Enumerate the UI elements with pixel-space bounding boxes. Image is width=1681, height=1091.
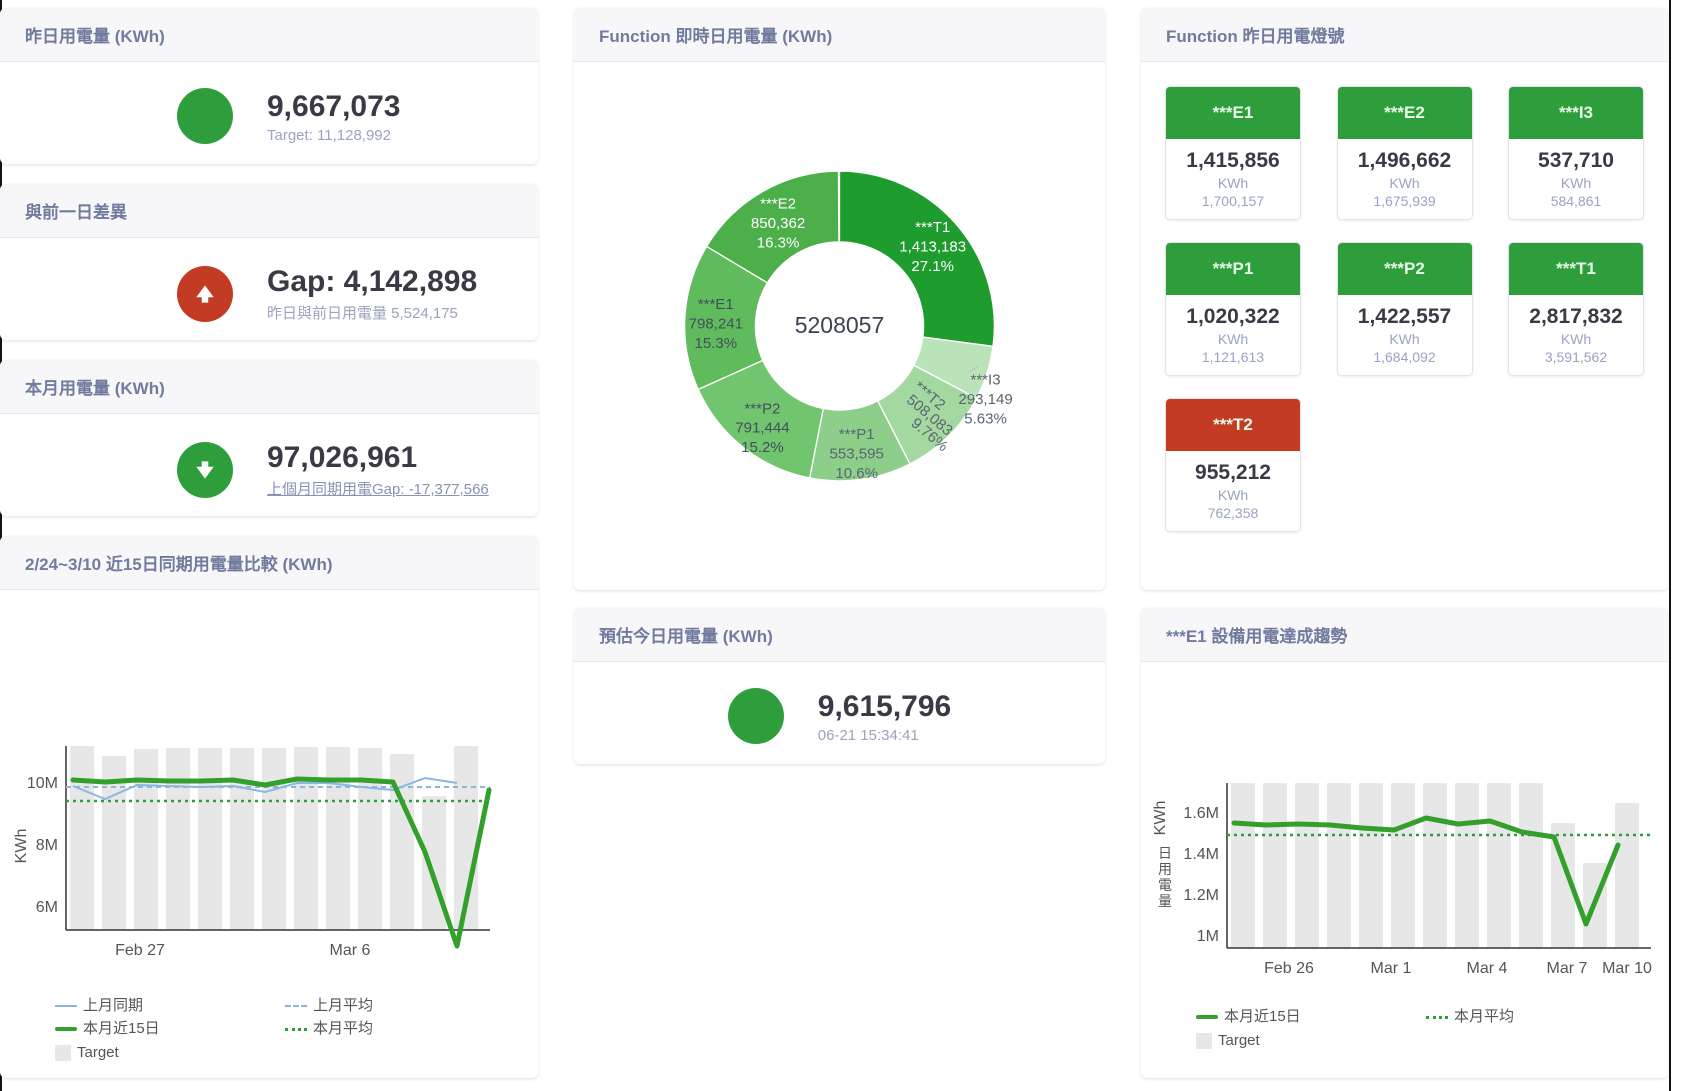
svg-text:8M: 8M — [36, 837, 58, 854]
svg-text:***E2: ***E2 — [760, 196, 796, 213]
svg-text:553,595: 553,595 — [829, 445, 883, 462]
svg-text:Feb 26: Feb 26 — [1264, 960, 1314, 977]
svg-text:Mar 6: Mar 6 — [330, 942, 371, 959]
svg-text:1.2M: 1.2M — [1183, 887, 1219, 904]
svg-text:電: 電 — [1158, 877, 1172, 893]
svg-text:15.2%: 15.2% — [741, 439, 784, 456]
svg-text:***P2: ***P2 — [744, 400, 780, 417]
svg-text:1,413,183: 1,413,183 — [899, 238, 966, 255]
svg-text:10.6%: 10.6% — [835, 465, 878, 482]
svg-text:***E1: ***E1 — [698, 296, 734, 313]
svg-text:10M: 10M — [27, 775, 58, 792]
svg-text:27.1%: 27.1% — [911, 258, 954, 275]
svg-text:***T1: ***T1 — [915, 219, 950, 236]
svg-text:6M: 6M — [36, 899, 58, 916]
svg-text:Mar 10: Mar 10 — [1602, 960, 1652, 977]
svg-text:***I3: ***I3 — [970, 371, 1000, 388]
svg-text:1M: 1M — [1197, 928, 1219, 945]
svg-text:798,241: 798,241 — [689, 315, 743, 332]
svg-text:1.6M: 1.6M — [1183, 805, 1219, 822]
svg-text:Mar 7: Mar 7 — [1547, 960, 1588, 977]
svg-text:Mar 1: Mar 1 — [1371, 960, 1412, 977]
svg-text:791,444: 791,444 — [735, 420, 789, 437]
svg-text:293,149: 293,149 — [958, 391, 1012, 408]
svg-text:16.3%: 16.3% — [757, 235, 800, 252]
svg-text:5208057: 5208057 — [795, 312, 885, 338]
svg-text:850,362: 850,362 — [751, 215, 805, 232]
svg-text:Mar 4: Mar 4 — [1467, 960, 1508, 977]
svg-text:5.63%: 5.63% — [964, 410, 1007, 427]
svg-text:用: 用 — [1158, 861, 1172, 877]
svg-text:Feb 27: Feb 27 — [115, 942, 165, 959]
svg-text:15.3%: 15.3% — [694, 335, 737, 352]
svg-text:***P1: ***P1 — [839, 426, 875, 443]
svg-text:1.4M: 1.4M — [1183, 846, 1219, 863]
svg-text:日: 日 — [1158, 845, 1172, 861]
svg-text:KWh: KWh — [13, 829, 30, 864]
svg-text:量: 量 — [1158, 893, 1172, 909]
svg-text:KWh: KWh — [1152, 801, 1169, 836]
